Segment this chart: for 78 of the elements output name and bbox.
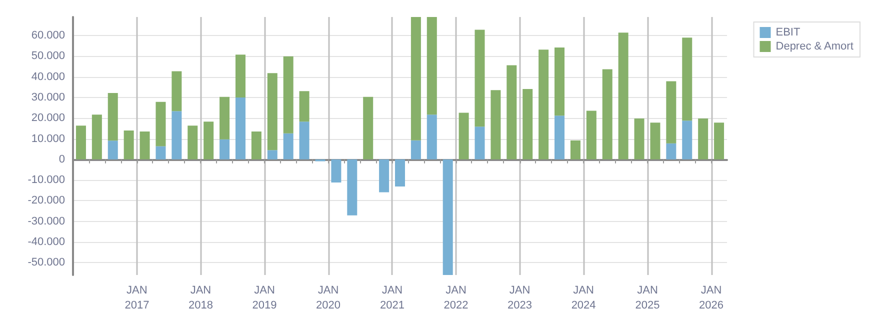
x-tick-label: JAN 2022 xyxy=(444,284,468,312)
y-tick-label: 30.000 xyxy=(31,91,65,104)
bar xyxy=(299,122,310,160)
x-tick-label: JAN 2020 xyxy=(316,284,341,312)
bar xyxy=(490,90,501,160)
bar xyxy=(666,143,676,160)
bar xyxy=(538,50,549,160)
y-tick-label: -30.000 xyxy=(28,215,65,228)
x-tick-label: JAN 2025 xyxy=(635,284,660,312)
bar xyxy=(698,118,708,160)
bar xyxy=(283,133,294,160)
bar xyxy=(251,132,262,160)
bar xyxy=(666,81,676,144)
y-tick-label: 20.000 xyxy=(31,112,65,124)
bar xyxy=(410,17,421,140)
bar xyxy=(235,54,246,98)
bar xyxy=(76,126,86,160)
y-tick-label: 60.000 xyxy=(31,30,65,42)
x-tick-label: JAN 2024 xyxy=(571,284,596,312)
bar xyxy=(156,146,166,160)
bar xyxy=(602,69,612,160)
y-tick-label: -40.000 xyxy=(28,236,65,248)
bar xyxy=(506,65,517,160)
bar xyxy=(267,73,278,150)
x-tick-label: JAN 2019 xyxy=(252,284,277,312)
legend-label: EBIT xyxy=(776,26,800,38)
bar xyxy=(426,114,437,160)
y-tick-label: -20.000 xyxy=(28,194,65,207)
bar xyxy=(283,56,294,134)
bar xyxy=(204,122,214,160)
bar xyxy=(395,159,405,186)
x-tick-label: JAN 2018 xyxy=(188,284,213,312)
y-tick-label: -50.000 xyxy=(28,256,65,269)
bar xyxy=(379,159,390,192)
bar xyxy=(426,17,437,115)
y-tick-label: 40.000 xyxy=(31,70,65,83)
bar xyxy=(267,150,278,160)
x-tick-label: JAN 2023 xyxy=(508,284,532,312)
x-tick-label: JAN 2017 xyxy=(124,284,150,312)
bar xyxy=(140,132,150,160)
x-tick-label: JAN 2026 xyxy=(699,284,724,312)
legend-label: Deprec & Amort xyxy=(776,40,854,52)
bar xyxy=(108,140,118,160)
y-tick-label: -10.000 xyxy=(28,174,65,186)
bar xyxy=(92,114,102,160)
bar xyxy=(156,102,166,146)
bar xyxy=(331,159,342,183)
bar xyxy=(172,71,182,112)
bar xyxy=(522,89,533,160)
x-tick-label: JAN 2021 xyxy=(380,284,404,312)
bar xyxy=(442,159,453,275)
bar xyxy=(188,126,198,160)
bar xyxy=(410,140,421,160)
bar xyxy=(634,118,644,160)
y-tick-label: 10.000 xyxy=(31,132,65,145)
bar xyxy=(363,96,374,160)
bar xyxy=(554,116,565,160)
bar xyxy=(474,126,485,160)
bar xyxy=(458,112,469,160)
bar xyxy=(299,91,310,122)
bar xyxy=(235,97,246,160)
bar xyxy=(220,96,230,140)
bar xyxy=(347,159,358,216)
bar xyxy=(714,122,724,160)
bar xyxy=(108,92,118,141)
bar xyxy=(124,130,134,160)
bar xyxy=(554,48,565,116)
y-tick-label: 50.000 xyxy=(31,50,65,62)
bar xyxy=(220,139,230,160)
bar xyxy=(172,111,182,160)
bar xyxy=(682,120,692,160)
bar xyxy=(618,32,628,160)
bar xyxy=(650,122,660,160)
y-tick-label: 0 xyxy=(58,153,65,166)
bar xyxy=(474,30,485,127)
bar xyxy=(570,140,580,160)
bar xyxy=(586,110,596,160)
bar xyxy=(682,38,692,121)
